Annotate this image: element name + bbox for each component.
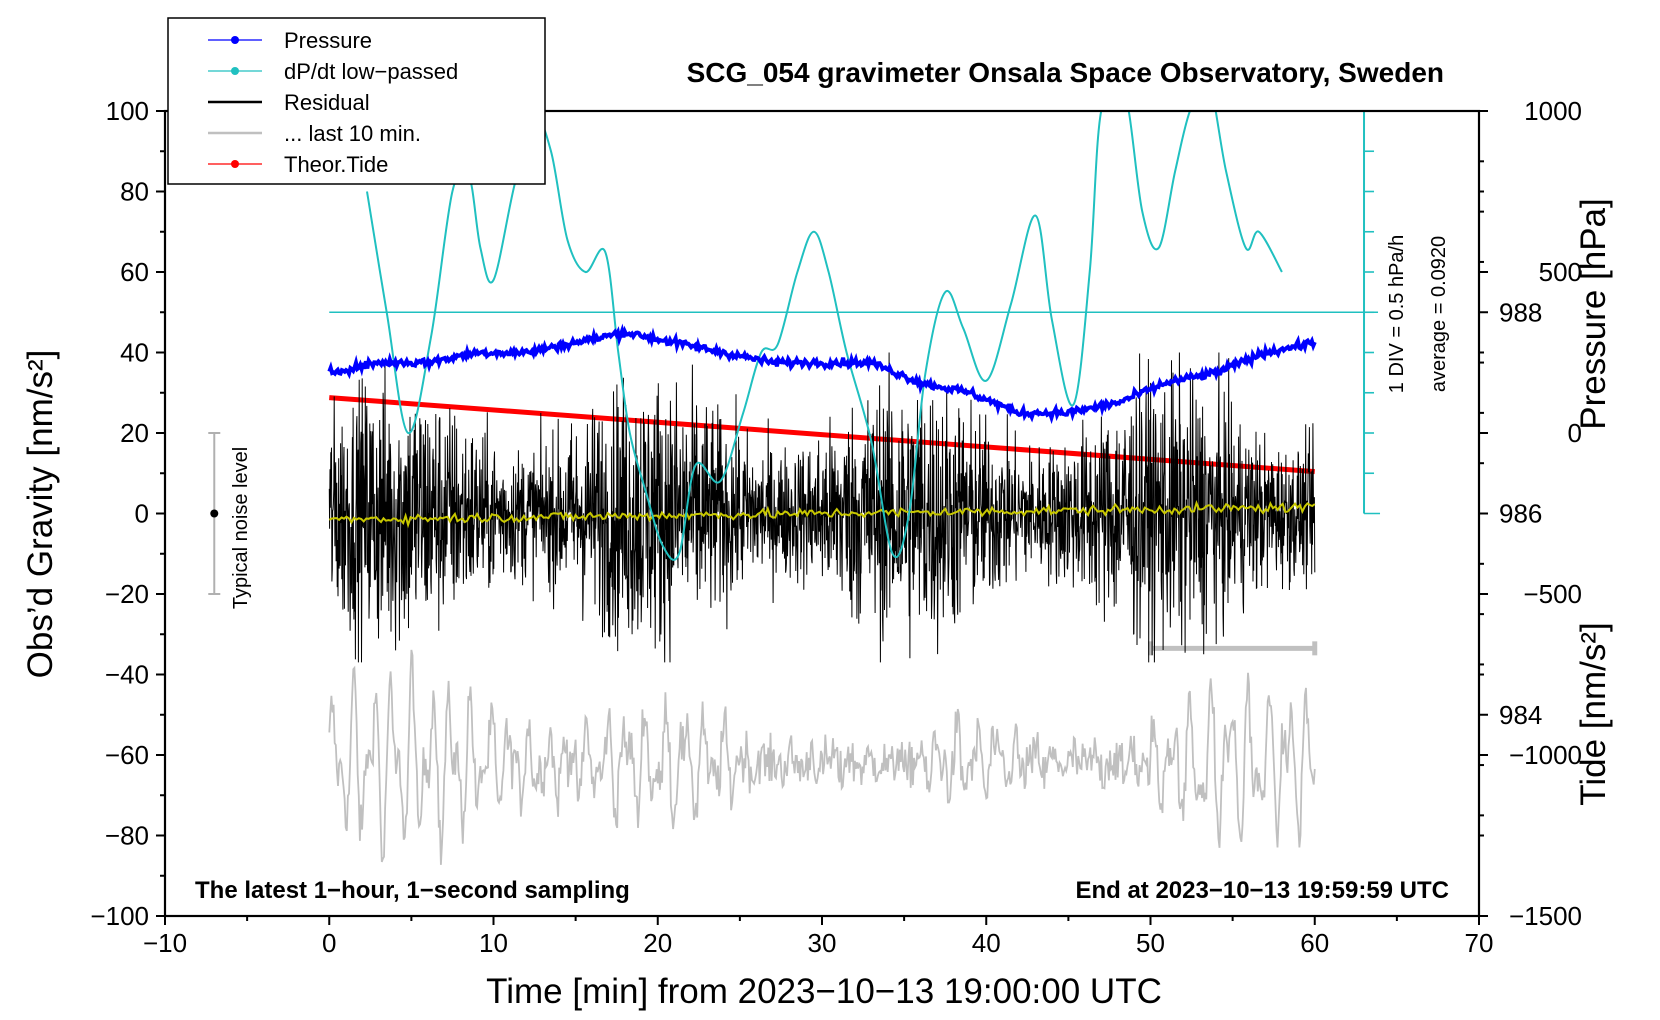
legend-label: ... last 10 min. xyxy=(284,121,421,146)
end-time-note: End at 2023−10−13 19:59:59 UTC xyxy=(1075,877,1449,904)
dpdt-series-group xyxy=(366,111,1283,561)
residual-smooth-line xyxy=(328,499,1316,529)
x-axis-title: Time [min] from 2023−10−13 19:00:00 UTC xyxy=(486,972,1162,1011)
dpdt-scale-group xyxy=(329,110,1381,515)
x-tick-label: 70 xyxy=(1465,928,1494,958)
residual-series-group xyxy=(328,352,1316,663)
y-tick-label: 60 xyxy=(120,257,149,287)
pressure-tick-label: 986 xyxy=(1499,499,1542,529)
y-tick-label: 80 xyxy=(120,177,149,207)
x-tick-label: 60 xyxy=(1300,928,1329,958)
x-tick-label: 50 xyxy=(1136,928,1165,958)
residual-line xyxy=(328,352,1316,663)
y-tick-label: 100 xyxy=(106,96,149,126)
noise-level-label: Typical noise level xyxy=(230,447,252,609)
noise-bar-group xyxy=(208,432,221,595)
legend: Pressure dP/dt low−passed Residual ... last… xyxy=(167,17,546,185)
x-tick-label: −10 xyxy=(143,928,187,958)
tide-tick-label: −1500 xyxy=(1509,901,1582,931)
x-tick-label: 10 xyxy=(479,928,508,958)
tide-axis-title: Tide [nm/s²] xyxy=(1574,622,1613,805)
chart-title: SCG_054 gravimeter Onsala Space Observat… xyxy=(687,57,1444,88)
y-tick-label: −40 xyxy=(105,660,149,690)
tide-tick-label: 0 xyxy=(1568,418,1582,448)
left-axis-title: Obs’d Gravity [nm/s²] xyxy=(21,350,60,679)
x-tick-label: 30 xyxy=(808,928,837,958)
x-tick-label: 40 xyxy=(972,928,1001,958)
pressure-line xyxy=(327,323,1317,425)
legend-label: Pressure xyxy=(284,28,372,53)
y-tick-label: 40 xyxy=(120,338,149,368)
y-tick-label: −20 xyxy=(105,579,149,609)
last10-line xyxy=(328,649,1316,865)
sampling-note: The latest 1−hour, 1−second sampling xyxy=(195,877,630,904)
legend-marker xyxy=(231,160,239,168)
tide-series-group xyxy=(329,395,1315,475)
tide-tick-label: 1000 xyxy=(1524,96,1582,126)
y-tick-label: 20 xyxy=(120,418,149,448)
legend-marker xyxy=(231,36,239,44)
tide-tick-label: −500 xyxy=(1523,579,1582,609)
dpdt-line xyxy=(366,111,1283,561)
x-tick-label: 0 xyxy=(322,928,336,958)
tide-tick-label: −1000 xyxy=(1509,740,1582,770)
y-tick-label: −80 xyxy=(105,821,149,851)
last10-series-group xyxy=(328,641,1318,865)
pressure-tick-label: 984 xyxy=(1499,700,1542,730)
y-tick-label: −100 xyxy=(90,901,149,931)
x-tick-label: 20 xyxy=(643,928,672,958)
pressure-series-group xyxy=(327,323,1317,425)
legend-label: dP/dt low−passed xyxy=(284,59,458,84)
tide-line xyxy=(329,395,1315,475)
pressure-tick-label: 988 xyxy=(1499,297,1542,327)
y-tick-label: −60 xyxy=(105,740,149,770)
legend-label: Theor.Tide xyxy=(284,152,388,177)
pressure-axis-title: Pressure [hPa] xyxy=(1574,198,1613,430)
tide-tick-label: 500 xyxy=(1539,257,1582,287)
average-label: average = 0.0920 xyxy=(1428,236,1450,392)
y-tick-label: 0 xyxy=(135,499,149,529)
legend-label: Residual xyxy=(284,90,370,115)
div-scale-label: 1 DIV = 0.5 hPa/h xyxy=(1386,235,1408,393)
legend-marker xyxy=(231,67,239,75)
residual-smooth-group xyxy=(328,499,1316,529)
axis-ticks: −10 0 10 20 30 40 50 60 70−100−80−60−40−20020406… xyxy=(90,96,1582,958)
noise-bar-center-dot xyxy=(210,509,219,518)
